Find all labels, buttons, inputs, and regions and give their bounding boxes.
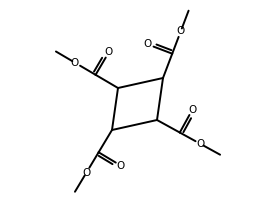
Text: O: O (197, 139, 205, 149)
Text: O: O (117, 161, 125, 171)
Text: O: O (71, 58, 79, 68)
Text: O: O (82, 168, 90, 178)
Text: O: O (188, 105, 196, 115)
Text: O: O (144, 40, 152, 49)
Text: O: O (105, 47, 113, 57)
Text: O: O (177, 26, 185, 36)
